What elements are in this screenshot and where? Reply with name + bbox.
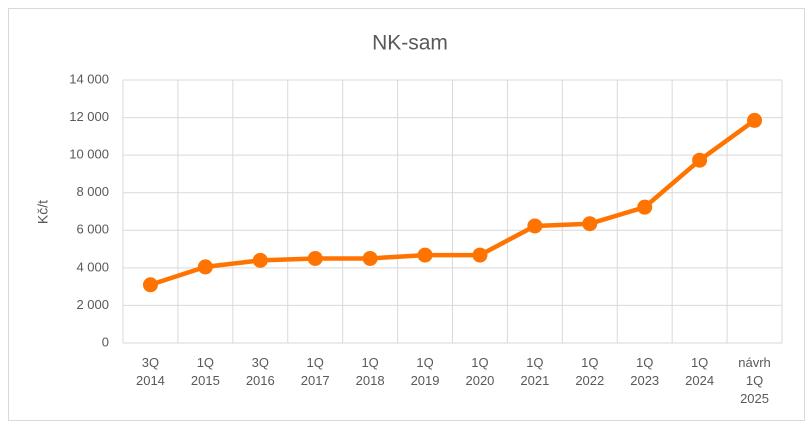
- data-point: [637, 199, 653, 215]
- y-tick-label: 10 000: [69, 147, 109, 162]
- data-point: [692, 152, 708, 168]
- x-tick-label: 1Q 2020: [465, 355, 494, 388]
- x-tick-label: návrh 1Q 2025: [738, 355, 771, 406]
- chart-title: NK-sam: [372, 32, 448, 55]
- x-tick-label: 3Q 2014: [136, 355, 165, 388]
- y-tick-label: 0: [102, 334, 109, 349]
- data-point: [362, 250, 378, 266]
- x-tick-label: 1Q 2019: [411, 355, 440, 388]
- data-point: [527, 218, 543, 234]
- data-point: [142, 277, 158, 293]
- y-tick-label: 4 000: [76, 259, 109, 274]
- x-tick-label: 3Q 2016: [246, 355, 275, 388]
- x-tick-label: 1Q 2023: [630, 355, 659, 388]
- data-point: [417, 247, 433, 263]
- y-tick-label: 6 000: [76, 222, 109, 237]
- data-point: [582, 216, 598, 232]
- y-tick-label: 14 000: [69, 71, 109, 86]
- y-tick-label: 8 000: [76, 184, 109, 199]
- y-tick-label: 12 000: [69, 109, 109, 124]
- y-axis-label: Kč/t: [35, 200, 51, 224]
- x-tick-label: 1Q 2017: [301, 355, 330, 388]
- chart-border: [8, 8, 805, 421]
- data-point: [307, 250, 323, 266]
- x-tick-label: 1Q 2024: [685, 355, 714, 388]
- x-tick-label: 1Q 2021: [520, 355, 549, 388]
- data-point: [252, 252, 268, 268]
- x-tick-label: 1Q 2018: [356, 355, 385, 388]
- y-tick-label: 2 000: [76, 297, 109, 312]
- data-point: [197, 259, 213, 275]
- data-point: [747, 112, 763, 128]
- x-tick-label: 1Q 2022: [575, 355, 604, 388]
- data-point: [472, 247, 488, 263]
- x-tick-label: 1Q 2015: [191, 355, 220, 388]
- series-line: [149, 118, 756, 287]
